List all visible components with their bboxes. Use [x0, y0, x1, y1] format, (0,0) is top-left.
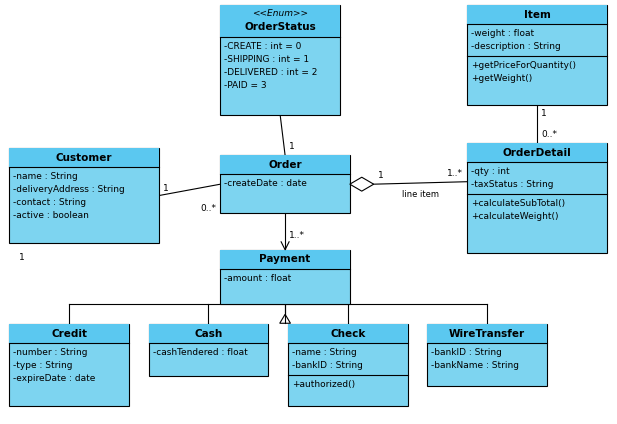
Bar	[9, 148, 159, 167]
Text: -createDate : date: -createDate : date	[225, 179, 307, 188]
Text: -bankID : String: -bankID : String	[292, 361, 363, 370]
Text: -description : String: -description : String	[471, 42, 561, 51]
Bar	[220, 250, 350, 269]
Bar	[149, 324, 268, 343]
Text: -expireDate : date: -expireDate : date	[14, 374, 96, 383]
Bar	[220, 250, 350, 304]
Text: Item: Item	[524, 10, 550, 20]
Text: +authorized(): +authorized()	[292, 380, 355, 389]
Text: line item: line item	[402, 190, 439, 199]
Text: -CREATE : int = 0: -CREATE : int = 0	[225, 42, 302, 51]
Text: -taxStatus : String: -taxStatus : String	[471, 180, 554, 189]
Bar	[220, 155, 350, 174]
Text: 0..*: 0..*	[201, 204, 217, 212]
Text: +getWeight(): +getWeight()	[471, 74, 532, 83]
Text: -DELIVERED : int = 2: -DELIVERED : int = 2	[225, 68, 318, 77]
Bar	[220, 6, 340, 37]
Text: +calculateSubTotal(): +calculateSubTotal()	[471, 199, 565, 208]
Text: 1..*: 1..*	[289, 232, 305, 240]
Bar	[467, 6, 607, 24]
Text: 0..*: 0..*	[541, 131, 557, 139]
Text: -type : String: -type : String	[14, 361, 73, 370]
Text: -bankID : String: -bankID : String	[431, 348, 502, 357]
Bar	[149, 324, 268, 376]
Bar	[467, 6, 607, 105]
Bar	[467, 143, 607, 253]
Text: 1: 1	[19, 253, 25, 262]
Text: Order: Order	[268, 160, 302, 170]
Bar	[467, 143, 607, 162]
Text: 1: 1	[163, 184, 168, 192]
Bar	[288, 324, 408, 406]
Text: +calculateWeight(): +calculateWeight()	[471, 212, 559, 221]
Text: +getPriceForQuantity(): +getPriceForQuantity()	[471, 61, 576, 70]
Text: -name : String: -name : String	[14, 172, 78, 181]
Text: 1: 1	[289, 142, 295, 151]
Text: -deliveryAddress : String: -deliveryAddress : String	[14, 185, 125, 194]
Text: -contact : String: -contact : String	[14, 198, 86, 207]
Text: -bankName : String: -bankName : String	[431, 361, 520, 370]
Text: 1..*: 1..*	[447, 169, 463, 178]
Text: <<Enum>>: <<Enum>>	[252, 9, 308, 18]
Text: -weight : float: -weight : float	[471, 29, 534, 38]
Text: 1: 1	[541, 109, 547, 118]
Bar	[288, 324, 408, 343]
Bar	[9, 324, 129, 343]
Text: -amount : float: -amount : float	[225, 273, 292, 282]
Text: -number : String: -number : String	[14, 348, 88, 357]
Text: -active : boolean: -active : boolean	[14, 211, 89, 220]
Text: -cashTendered : float: -cashTendered : float	[152, 348, 247, 357]
Bar	[220, 155, 350, 213]
Text: Credit: Credit	[51, 329, 87, 339]
Bar	[9, 148, 159, 243]
Text: Cash: Cash	[194, 329, 223, 339]
Text: Payment: Payment	[260, 254, 311, 264]
Text: -PAID = 3: -PAID = 3	[225, 81, 267, 90]
Text: Check: Check	[330, 329, 365, 339]
Text: Customer: Customer	[56, 153, 112, 163]
Bar	[428, 324, 547, 343]
Text: -name : String: -name : String	[292, 348, 357, 357]
Text: 1: 1	[378, 171, 383, 180]
Bar	[220, 6, 340, 114]
Bar	[428, 324, 547, 386]
Text: -qty : int: -qty : int	[471, 167, 510, 176]
Text: OrderDetail: OrderDetail	[503, 148, 571, 158]
Text: OrderStatus: OrderStatus	[244, 22, 316, 32]
Bar	[9, 324, 129, 406]
Text: WireTransfer: WireTransfer	[449, 329, 525, 339]
Text: -SHIPPING : int = 1: -SHIPPING : int = 1	[225, 55, 310, 64]
